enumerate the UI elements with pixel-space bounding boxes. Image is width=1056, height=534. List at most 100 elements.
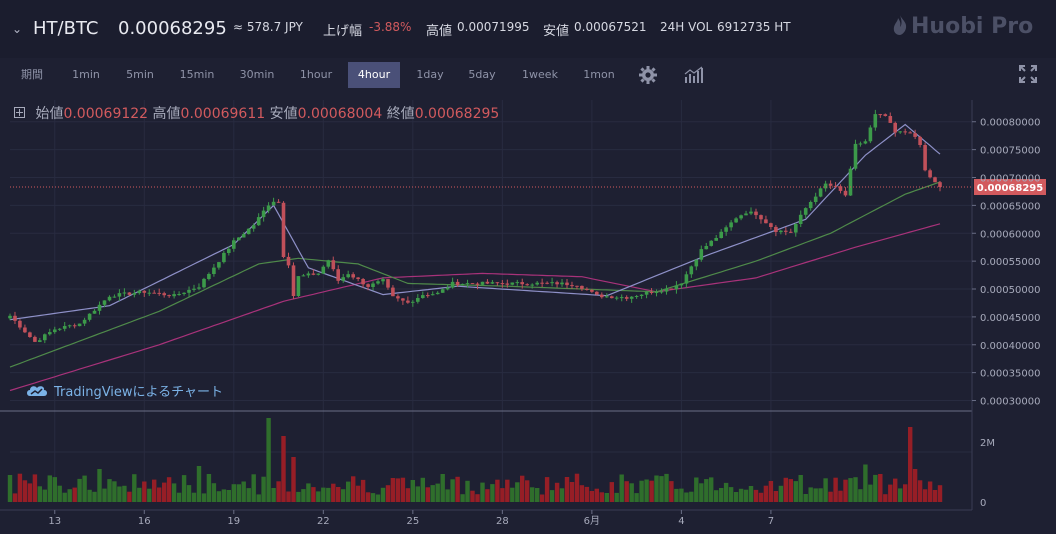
- volume-bar: [609, 482, 614, 502]
- candle-body: [888, 116, 893, 123]
- plus-box-icon[interactable]: [14, 107, 25, 118]
- volume-bar: [743, 489, 749, 502]
- volume-bar: [878, 474, 883, 502]
- gear-icon[interactable]: [638, 65, 658, 85]
- candle-body: [435, 292, 440, 295]
- expand-icon[interactable]: [1018, 64, 1038, 84]
- volume-bar: [261, 476, 266, 502]
- change-value: -3.88%: [369, 20, 412, 34]
- volume-bar: [132, 474, 137, 502]
- y-tick-label: 0.00060000: [980, 229, 1040, 240]
- candle-body: [764, 219, 768, 224]
- candle-body: [624, 297, 629, 299]
- price-chart[interactable]: 0.00068295 0.00080000 0.00075000 0.00070000…: [0, 90, 1056, 534]
- top-bar: ⌄ HT/BTC 0.00068295 ≈ 578.7 JPY 上げ幅 -3.8…: [0, 0, 1056, 58]
- candle-body: [669, 288, 674, 290]
- volume-bar: [788, 479, 793, 502]
- y-tick-label: 0.00070000: [980, 174, 1040, 185]
- candle-body: [445, 287, 450, 290]
- tab-5min[interactable]: 5min: [126, 68, 154, 81]
- candle-body: [709, 240, 713, 246]
- volume-bar: [7, 475, 13, 502]
- candle-body: [416, 298, 420, 302]
- tab-1mon[interactable]: 1mon: [583, 68, 615, 81]
- close-value: 0.00068295: [414, 106, 500, 122]
- candle-body: [207, 274, 211, 279]
- candle-body: [769, 223, 773, 227]
- volume-bar: [440, 474, 445, 502]
- candle-body: [381, 279, 385, 282]
- volume-bar: [450, 479, 455, 502]
- candle-body: [739, 215, 743, 219]
- volume-bar: [510, 487, 515, 502]
- candle-body: [649, 291, 654, 293]
- timeframe-bar: 期間 1min 5min 15min 30min 1hour 4hour 1da…: [0, 58, 1056, 90]
- volume-bar: [912, 469, 918, 502]
- candle-body: [828, 183, 833, 186]
- volume-bar: [400, 477, 406, 502]
- ma-short-line: [9, 123, 941, 321]
- tab-4hour[interactable]: 4hour: [348, 62, 400, 88]
- tab-15min[interactable]: 15min: [179, 68, 215, 81]
- volume-bar: [893, 478, 898, 502]
- candle-body: [62, 326, 67, 329]
- volume-bar: [719, 488, 724, 502]
- candle-body: [500, 283, 505, 285]
- candle-body: [629, 296, 634, 299]
- volume-bar: [316, 491, 321, 502]
- candle-body: [296, 276, 301, 296]
- volume-bar: [624, 481, 629, 502]
- candle-body: [107, 296, 112, 301]
- candle-body: [440, 289, 445, 293]
- volume-bar: [485, 489, 490, 502]
- volume-bar: [783, 477, 788, 502]
- candle-body: [495, 282, 500, 284]
- volume-bar: [365, 492, 371, 502]
- candle-body: [699, 249, 704, 260]
- volume-bar: [470, 490, 475, 502]
- candle-body: [276, 201, 281, 203]
- bar-chart-icon[interactable]: [684, 66, 704, 84]
- volume-bar: [758, 492, 764, 502]
- candle-body: [316, 273, 321, 275]
- candle-body: [928, 170, 932, 178]
- candle-body: [719, 231, 723, 238]
- volume-bar: [415, 486, 420, 502]
- candle-body: [256, 217, 261, 226]
- candle-body: [421, 295, 425, 298]
- volume-bar: [649, 480, 654, 502]
- volume-bar: [236, 484, 241, 502]
- candle-body: [744, 213, 748, 216]
- candle-body: [520, 282, 524, 285]
- tab-1week[interactable]: 1week: [522, 68, 558, 81]
- candle-body: [87, 313, 92, 320]
- candle-body: [614, 297, 619, 299]
- y-tick-label: 0.00045000: [980, 313, 1040, 324]
- y-tick-label: 0.00040000: [980, 341, 1040, 352]
- chevron-down-icon[interactable]: ⌄: [12, 22, 23, 36]
- candle-body: [923, 145, 927, 171]
- tab-5day[interactable]: 5day: [468, 68, 496, 81]
- tab-1day[interactable]: 1day: [416, 68, 444, 81]
- ma-mid-line: [9, 181, 941, 368]
- candle-body: [734, 218, 738, 223]
- tab-1min[interactable]: 1min: [72, 68, 100, 81]
- tab-1hour[interactable]: 1hour: [299, 68, 333, 81]
- volume-bar: [77, 478, 82, 502]
- candle-body: [167, 295, 171, 297]
- candle-body: [197, 287, 201, 289]
- tradingview-watermark[interactable]: TradingViewによるチャート: [26, 381, 223, 400]
- low-value: 0.00067521: [574, 20, 647, 34]
- volume-bar: [828, 491, 833, 502]
- candle-body: [291, 265, 296, 296]
- volume-bar: [778, 485, 784, 502]
- pair-name[interactable]: HT/BTC: [33, 18, 99, 39]
- low-label: 安値: [543, 24, 570, 39]
- volume-bar: [246, 488, 251, 502]
- candle-body: [550, 282, 554, 284]
- tab-30min[interactable]: 30min: [239, 68, 275, 81]
- logo-text: Huobi Pro: [911, 14, 1034, 39]
- candle-body: [803, 208, 808, 215]
- candle-body: [306, 273, 311, 276]
- volume-bar: [142, 481, 147, 502]
